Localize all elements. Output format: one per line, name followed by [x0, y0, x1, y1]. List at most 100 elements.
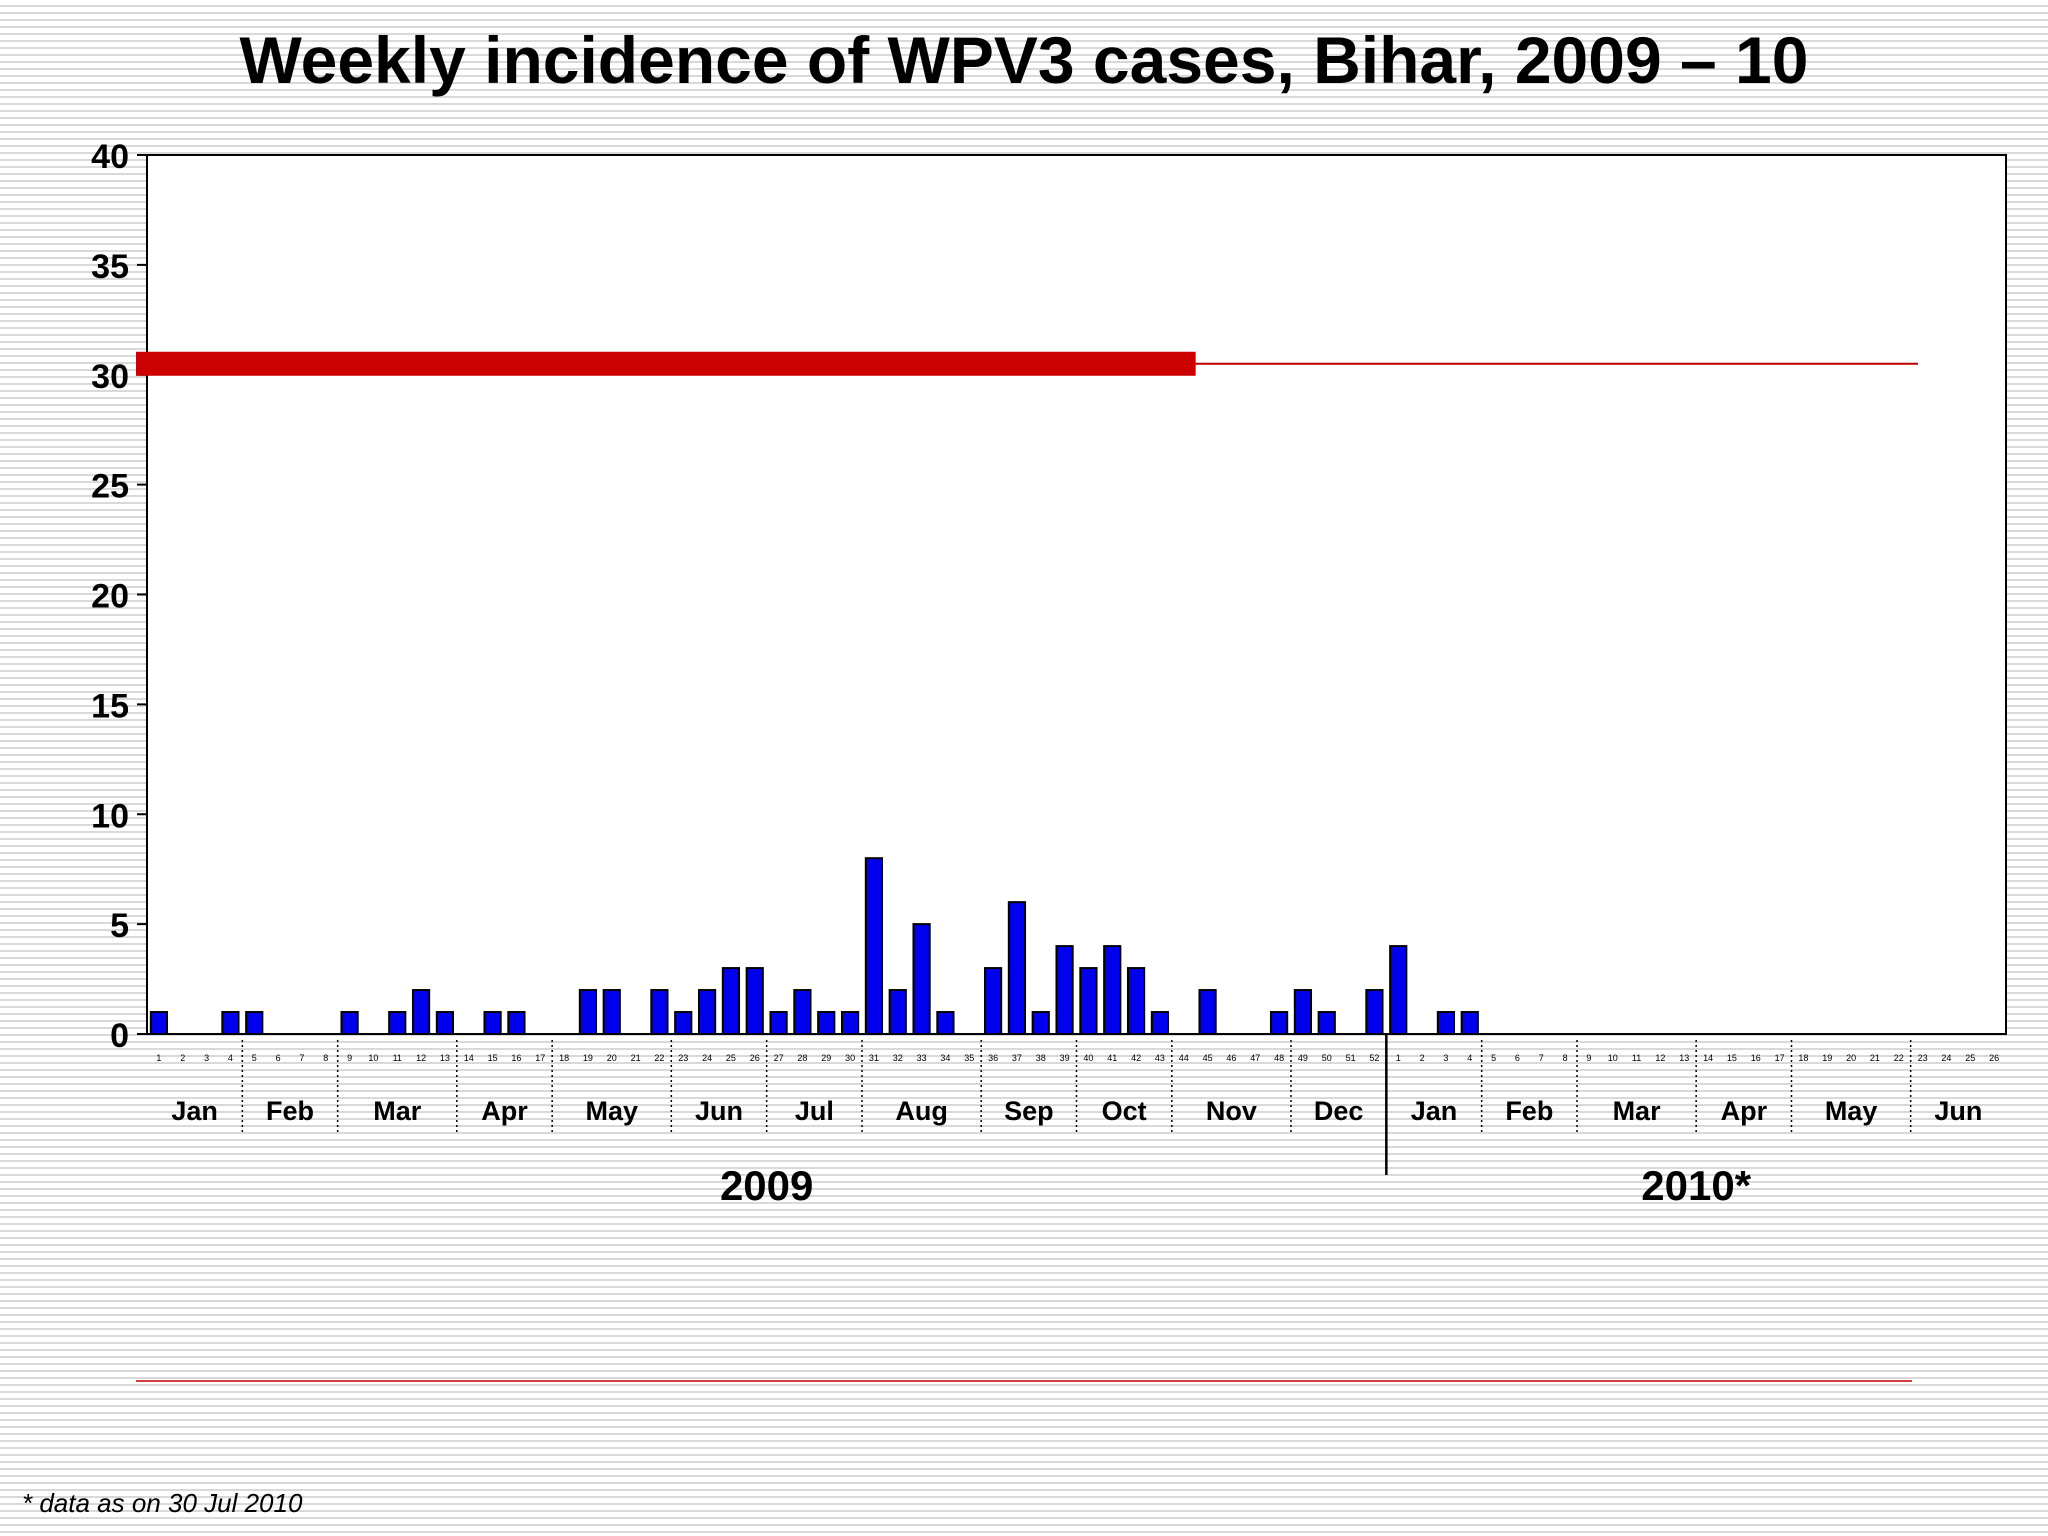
case-bar [1436, 1011, 1456, 1036]
case-bar [697, 989, 717, 1035]
case-bar [769, 1011, 788, 1036]
week-tick-label: 14 [464, 1053, 474, 1063]
case-bar [340, 1011, 359, 1036]
case-bar [721, 967, 741, 1036]
week-tick-label: 10 [1608, 1053, 1618, 1063]
week-tick-label: 2 [1420, 1053, 1425, 1063]
week-tick-label: 37 [1012, 1053, 1022, 1063]
case-bar [1031, 1011, 1050, 1036]
case-bar [983, 967, 1003, 1036]
week-tick-label: 44 [1179, 1053, 1189, 1063]
case-bar [483, 1011, 502, 1036]
chart-title: Weekly incidence of WPV3 cases, Bihar, 2… [239, 23, 1809, 97]
week-tick-label: 48 [1274, 1053, 1284, 1063]
week-tick-label: 23 [1918, 1053, 1928, 1063]
week-tick-label: 49 [1298, 1053, 1308, 1063]
week-tick-label: 11 [1632, 1053, 1641, 1063]
week-tick-label: 10 [368, 1053, 378, 1063]
case-bar [1103, 945, 1122, 1035]
y-tick-label: 30 [91, 358, 129, 396]
case-bar [1293, 989, 1313, 1035]
case-bar [793, 989, 812, 1035]
case-bar [1007, 901, 1027, 1036]
month-label: May [585, 1096, 638, 1126]
case-bar [507, 1011, 526, 1036]
week-tick-label: 3 [1443, 1053, 1448, 1063]
week-tick-label: 45 [1203, 1053, 1213, 1063]
week-tick-label: 13 [1679, 1053, 1689, 1063]
week-tick-label: 17 [1775, 1053, 1785, 1063]
week-tick-label: 36 [988, 1053, 998, 1063]
case-bar [411, 989, 431, 1035]
week-tick-label: 52 [1369, 1053, 1379, 1063]
week-tick-label: 21 [631, 1053, 641, 1063]
week-tick-label: 40 [1083, 1053, 1093, 1063]
month-label: Apr [1721, 1096, 1768, 1126]
case-bar [817, 1011, 836, 1036]
month-label: Feb [1505, 1096, 1553, 1126]
month-label: Aug [895, 1096, 947, 1126]
case-bar [1389, 945, 1408, 1035]
week-tick-label: 19 [1822, 1053, 1832, 1063]
case-bar [888, 989, 907, 1035]
case-bar [1150, 1011, 1170, 1036]
week-tick-label: 46 [1226, 1053, 1236, 1063]
case-bar [1460, 1011, 1479, 1036]
case-bar [1079, 967, 1098, 1036]
plot-area [146, 154, 2007, 1035]
week-tick-label: 42 [1131, 1053, 1141, 1063]
week-tick-label: 8 [1563, 1053, 1568, 1063]
year-label: 2010* [1641, 1162, 1751, 1209]
y-tick-label: 0 [110, 1017, 129, 1055]
week-tick-label: 6 [1515, 1053, 1520, 1063]
y-tick-label: 20 [91, 578, 129, 616]
week-tick-label: 12 [1655, 1053, 1665, 1063]
week-tick-label: 7 [299, 1053, 304, 1063]
week-tick-label: 3 [204, 1053, 209, 1063]
month-label: Jan [171, 1096, 218, 1126]
case-bar [936, 1011, 955, 1036]
week-tick-label: 19 [583, 1053, 593, 1063]
case-bar [435, 1011, 455, 1036]
week-tick-label: 27 [774, 1053, 784, 1063]
month-label: Sep [1004, 1096, 1054, 1126]
week-tick-label: 20 [1846, 1053, 1856, 1063]
week-tick-label: 17 [535, 1053, 545, 1063]
week-tick-label: 23 [678, 1053, 688, 1063]
week-tick-label: 1 [156, 1053, 161, 1063]
case-bar [1317, 1011, 1336, 1036]
week-tick-label: 5 [252, 1053, 257, 1063]
week-tick-label: 4 [228, 1053, 233, 1063]
week-tick-label: 25 [726, 1053, 736, 1063]
month-label: Jan [1411, 1096, 1458, 1126]
week-tick-label: 9 [1586, 1053, 1591, 1063]
case-bar [388, 1011, 407, 1036]
week-tick-label: 39 [1060, 1053, 1070, 1063]
month-label: Dec [1314, 1096, 1364, 1126]
week-tick-label: 14 [1703, 1053, 1713, 1063]
week-tick-label: 22 [654, 1053, 664, 1063]
case-bar [1269, 1011, 1289, 1036]
week-tick-label: 26 [750, 1053, 760, 1063]
week-tick-label: 33 [917, 1053, 927, 1063]
week-tick-label: 2 [180, 1053, 185, 1063]
threshold-band [136, 351, 1196, 376]
week-tick-label: 24 [1941, 1053, 1951, 1063]
case-bar [1198, 989, 1217, 1035]
week-tick-label: 16 [1751, 1053, 1761, 1063]
week-tick-label: 5 [1491, 1053, 1496, 1063]
week-tick-label: 26 [1989, 1053, 1999, 1063]
week-tick-label: 20 [607, 1053, 617, 1063]
y-tick-label: 35 [91, 248, 129, 286]
month-label: Oct [1102, 1096, 1147, 1126]
case-bar [245, 1011, 264, 1036]
month-label: Mar [1613, 1096, 1662, 1126]
week-tick-label: 7 [1539, 1053, 1544, 1063]
week-tick-label: 43 [1155, 1053, 1165, 1063]
week-tick-label: 41 [1107, 1053, 1117, 1063]
data-date-footnote: * data as on 30 Jul 2010 [22, 1488, 303, 1518]
case-bar [650, 989, 669, 1035]
month-label: Mar [373, 1096, 422, 1126]
week-tick-label: 32 [893, 1053, 903, 1063]
